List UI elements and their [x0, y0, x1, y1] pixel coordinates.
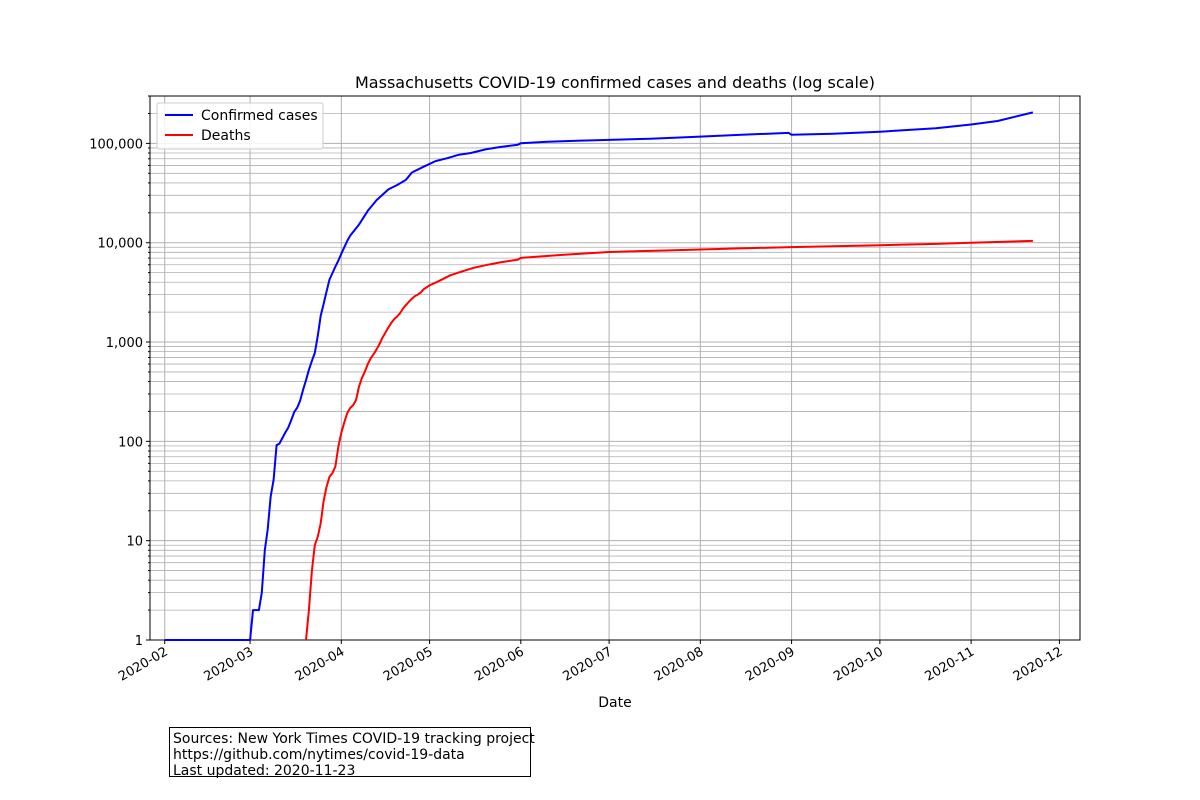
grid — [150, 95, 1080, 641]
x-tick-label: 2020-05 — [381, 644, 436, 684]
x-tick-label: 2020-12 — [1011, 644, 1066, 684]
last-updated: Last updated: 2020-11-23 — [173, 763, 356, 779]
x-tick-label: 2020-10 — [831, 644, 886, 684]
sources-line: Sources: New York Times COVID-19 trackin… — [173, 731, 535, 747]
y-axis: 1 10 100 1,000 10,000 100,000 — [89, 95, 150, 649]
y-tick-label: 1 — [135, 634, 143, 649]
series-line-deaths — [305, 239, 1033, 641]
x-axis-label: Date — [598, 695, 631, 711]
x-tick-label: 2020-06 — [472, 644, 527, 684]
series-line-confirmed-cases — [164, 111, 1034, 641]
x-tick-label: 2020-11 — [923, 644, 978, 684]
x-tick-label: 2020-03 — [202, 644, 257, 684]
x-tick-label: 2020-02 — [116, 644, 171, 684]
legend: Confirmed cases Deaths — [156, 102, 324, 150]
y-tick-label: 10 — [126, 535, 143, 550]
x-tick-label: 2020-07 — [561, 644, 616, 684]
legend-box — [156, 102, 324, 150]
x-axis: 2020-02 2020-03 2020-04 2020-05 2020-06 2020-… — [116, 640, 1065, 685]
chart-title: Massachusetts COVID-19 confirmed cases a… — [355, 73, 875, 92]
legend-label-deaths: Deaths — [201, 128, 251, 144]
x-tick-label: 2020-09 — [743, 644, 798, 684]
y-tick-label: 10,000 — [98, 237, 144, 252]
plot-area-border — [149, 95, 1081, 641]
sources-url: https://github.com/nytimes/covid-19-data — [173, 747, 465, 763]
legend-label-cases: Confirmed cases — [201, 108, 318, 124]
y-tick-label: 100 — [118, 435, 143, 450]
y-tick-label: 100,000 — [89, 137, 143, 152]
x-tick-label: 2020-08 — [652, 644, 707, 684]
sources-box: Sources: New York Times COVID-19 trackin… — [169, 727, 535, 779]
y-tick-label: 1,000 — [106, 336, 143, 351]
x-tick-label: 2020-04 — [293, 644, 348, 684]
series-lines — [164, 111, 1034, 641]
